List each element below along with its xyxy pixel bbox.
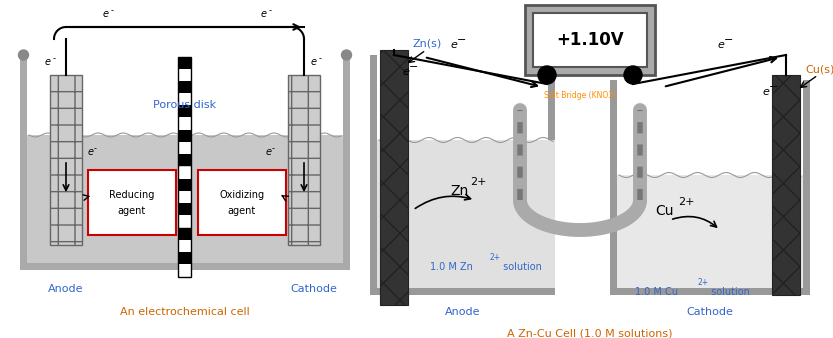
Text: 2+: 2+ bbox=[698, 278, 709, 287]
Bar bbox=[178, 240, 191, 252]
Bar bbox=[20, 263, 350, 270]
Bar bbox=[377, 140, 555, 288]
Bar bbox=[380, 50, 408, 305]
Bar bbox=[27, 55, 343, 263]
Text: -: - bbox=[268, 6, 272, 15]
Bar bbox=[27, 135, 343, 263]
Text: A Zn-Cu Cell (1.0 M solutions): A Zn-Cu Cell (1.0 M solutions) bbox=[507, 329, 673, 338]
Bar bbox=[610, 80, 803, 288]
Bar bbox=[288, 75, 320, 245]
Bar bbox=[20, 55, 27, 270]
Bar bbox=[178, 154, 191, 166]
Bar bbox=[178, 93, 191, 105]
Bar bbox=[178, 167, 191, 179]
Text: e: e bbox=[311, 57, 317, 67]
Text: Anode: Anode bbox=[48, 284, 84, 294]
Bar bbox=[377, 55, 555, 288]
Bar bbox=[610, 288, 810, 295]
Text: solution: solution bbox=[500, 262, 542, 272]
Bar bbox=[178, 57, 191, 69]
Bar bbox=[525, 5, 655, 75]
Text: −: − bbox=[725, 35, 734, 45]
Text: An electrochemical cell: An electrochemical cell bbox=[120, 307, 250, 317]
Text: Oxidizing: Oxidizing bbox=[219, 190, 265, 199]
Text: e: e bbox=[261, 9, 267, 19]
Text: Zn(s): Zn(s) bbox=[413, 39, 442, 49]
Bar bbox=[178, 179, 191, 191]
Bar bbox=[178, 215, 191, 227]
Text: e: e bbox=[717, 40, 725, 50]
Text: -: - bbox=[272, 144, 275, 153]
Circle shape bbox=[538, 66, 556, 84]
Text: −: − bbox=[457, 35, 466, 45]
Bar bbox=[198, 170, 286, 235]
Text: +1.10V: +1.10V bbox=[556, 31, 624, 49]
Bar bbox=[178, 57, 191, 277]
Circle shape bbox=[624, 66, 642, 84]
Bar bbox=[178, 69, 191, 81]
Text: Cu(s): Cu(s) bbox=[805, 64, 833, 74]
Bar bbox=[178, 191, 191, 203]
Bar bbox=[178, 118, 191, 130]
Text: Reducing: Reducing bbox=[109, 190, 155, 199]
Text: Cu: Cu bbox=[655, 204, 674, 218]
Text: Zn: Zn bbox=[450, 184, 468, 198]
Text: Cathode: Cathode bbox=[291, 284, 337, 294]
Bar bbox=[548, 55, 555, 295]
Bar bbox=[343, 55, 350, 270]
Text: e: e bbox=[103, 9, 109, 19]
Bar bbox=[178, 203, 191, 215]
Bar bbox=[178, 81, 191, 93]
Bar bbox=[370, 288, 555, 295]
Text: 2+: 2+ bbox=[470, 177, 486, 187]
Text: Porous disk: Porous disk bbox=[153, 100, 217, 110]
Bar bbox=[803, 80, 810, 295]
Bar bbox=[610, 80, 617, 295]
Bar bbox=[88, 170, 176, 235]
Text: e: e bbox=[762, 87, 770, 97]
Text: agent: agent bbox=[228, 206, 256, 216]
Text: 2+: 2+ bbox=[678, 197, 695, 207]
Text: e: e bbox=[266, 147, 272, 157]
Bar bbox=[178, 228, 191, 240]
Text: -: - bbox=[111, 6, 113, 15]
Text: Anode: Anode bbox=[445, 307, 481, 317]
Bar bbox=[772, 75, 800, 295]
Text: −: − bbox=[770, 82, 779, 92]
Text: −: − bbox=[409, 62, 419, 72]
Bar bbox=[178, 264, 191, 276]
Bar bbox=[370, 55, 377, 295]
Text: solution: solution bbox=[708, 287, 750, 297]
Circle shape bbox=[342, 50, 352, 60]
Text: e: e bbox=[88, 147, 94, 157]
Text: -: - bbox=[94, 144, 97, 153]
Text: e: e bbox=[45, 57, 51, 67]
Bar bbox=[533, 13, 647, 67]
Text: 1.0 M Zn: 1.0 M Zn bbox=[430, 262, 473, 272]
Text: -: - bbox=[318, 54, 322, 63]
Text: e: e bbox=[402, 67, 410, 77]
Bar bbox=[178, 105, 191, 117]
Bar bbox=[617, 175, 803, 288]
Text: agent: agent bbox=[118, 206, 146, 216]
Bar bbox=[178, 142, 191, 154]
Text: Cathode: Cathode bbox=[686, 307, 733, 317]
Circle shape bbox=[18, 50, 28, 60]
Bar bbox=[178, 130, 191, 142]
Text: 2+: 2+ bbox=[490, 253, 501, 262]
Text: Salt Bridge (KNO3): Salt Bridge (KNO3) bbox=[544, 91, 616, 100]
Text: 1.0 M Cu: 1.0 M Cu bbox=[635, 287, 678, 297]
Bar bbox=[50, 75, 82, 245]
Bar bbox=[178, 252, 191, 264]
Text: -: - bbox=[52, 54, 56, 63]
Text: e: e bbox=[451, 40, 457, 50]
